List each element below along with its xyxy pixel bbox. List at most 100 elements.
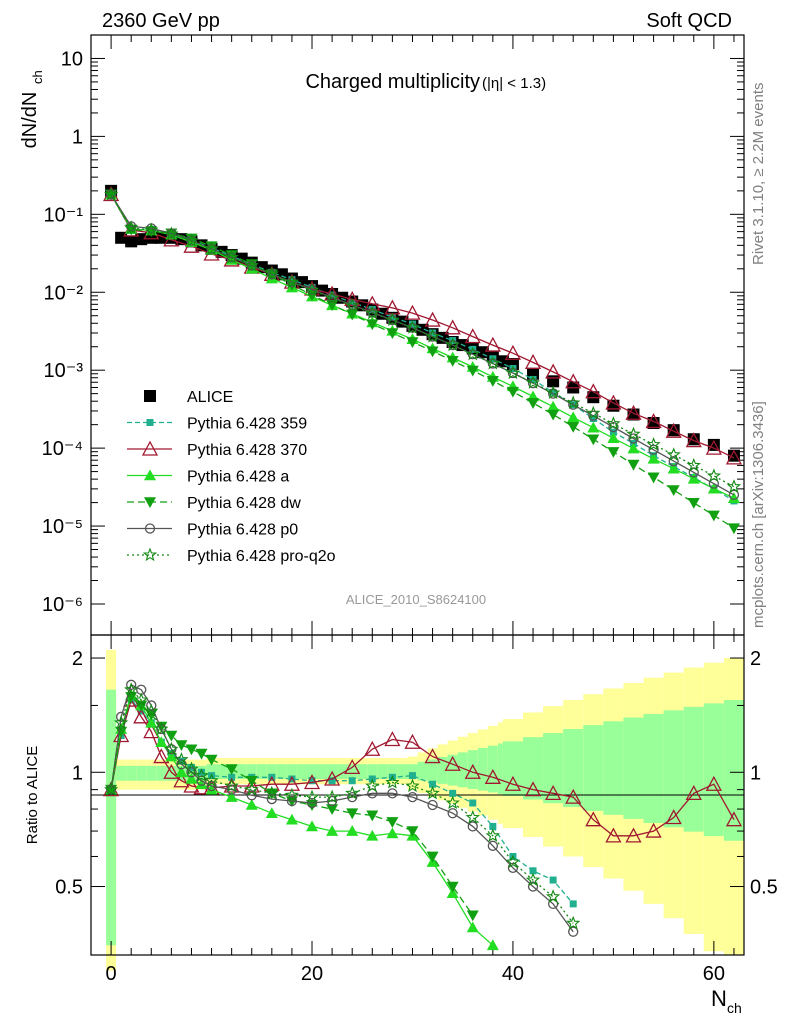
data-point: [365, 305, 380, 320]
data-point: [685, 432, 702, 448]
data-point: [113, 715, 129, 729]
data-point: [424, 748, 441, 764]
data-point: [141, 440, 159, 456]
data-point: [185, 233, 198, 245]
ratio-inner-band: [256, 764, 267, 780]
data-point: [667, 485, 680, 497]
data-point: [469, 799, 477, 807]
data-point: [726, 479, 742, 493]
data-point: [288, 775, 296, 783]
data-point: [647, 472, 660, 484]
data-point: [466, 910, 479, 922]
data-point: [265, 807, 278, 819]
data-point: [627, 442, 640, 454]
data-point: [225, 250, 238, 262]
ratio-plot-series: [103, 679, 743, 951]
data-point: [185, 773, 198, 784]
data-point: [404, 304, 421, 320]
ratio-inner-band: [146, 765, 157, 781]
data-point: [165, 750, 178, 762]
ratio-inner-band: [703, 703, 724, 837]
data-point: [465, 346, 480, 361]
data-point: [226, 784, 237, 795]
data-point: [527, 881, 539, 892]
ratio-inner-band: [563, 729, 584, 808]
data-point: [225, 791, 238, 802]
data-point: [144, 497, 156, 508]
data-point: [444, 319, 461, 335]
y-tick-label: 10⁻⁴: [42, 438, 83, 460]
data-point: [326, 795, 338, 807]
data-point: [467, 821, 478, 832]
data-point: [125, 235, 138, 248]
ratio-inner-band: [306, 764, 318, 780]
data-point: [725, 449, 743, 465]
ratio-inner-band: [236, 764, 247, 780]
y-tick-label: 1: [72, 126, 83, 148]
data-point: [505, 854, 521, 869]
analysis-id: ALICE_2010_S8624100: [346, 592, 486, 607]
ratio-inner-band: [347, 764, 358, 780]
data-point: [165, 730, 178, 742]
ratio-inner-band: [357, 764, 368, 780]
x-tick-label: 60: [703, 963, 725, 985]
data-point: [446, 881, 459, 893]
data-point: [465, 810, 480, 824]
data-point: [626, 426, 641, 441]
data-point: [447, 808, 458, 819]
data-point: [224, 249, 239, 264]
ratio-line: [110, 683, 574, 933]
data-point: [284, 274, 300, 289]
data-point: [115, 711, 127, 722]
data-point: [645, 413, 662, 429]
data-point: [507, 862, 519, 873]
data-point: [605, 827, 622, 843]
ratio-inner-band: [276, 764, 287, 780]
x-tick-label: 0: [106, 963, 117, 985]
header-right-title: Soft QCD: [646, 10, 732, 32]
ratio-inner-band: [266, 764, 277, 780]
data-point: [285, 813, 298, 825]
data-point: [194, 768, 209, 782]
ratio-y-axis-label: Ratio to ALICE: [24, 746, 41, 844]
data-point: [567, 411, 580, 423]
data-point: [324, 290, 340, 305]
data-point: [425, 785, 440, 800]
data-point: [446, 355, 459, 367]
y-tick-label: 10⁻³: [44, 360, 84, 382]
data-point: [545, 363, 562, 379]
y-tick-label: 10⁻¹: [44, 204, 84, 226]
data-point: [163, 763, 180, 779]
data-point: [489, 822, 497, 830]
data-point: [529, 867, 537, 875]
ratio-inner-band: [397, 764, 408, 780]
data-point: [568, 926, 579, 937]
ratio-inner-band: [367, 764, 378, 780]
ratio-line: [110, 695, 474, 916]
data-point: [466, 365, 479, 377]
data-point: [133, 708, 150, 724]
main-y-axis-label: dN/dN ch: [19, 70, 45, 148]
data-point: [328, 777, 336, 785]
data-point: [344, 759, 361, 775]
data-point: [145, 716, 158, 728]
data-point: [484, 336, 501, 352]
data-point: [466, 921, 479, 933]
ratio-y-tick-label-right: 1: [750, 762, 761, 784]
data-point: [366, 810, 379, 822]
ratio-inner-band: [477, 747, 488, 791]
data-point: [244, 258, 259, 272]
data-point: [525, 872, 541, 887]
data-point: [126, 679, 137, 690]
data-point: [625, 404, 642, 420]
ratio-inner-band: [502, 741, 523, 796]
data-point: [288, 276, 296, 284]
data-point: [244, 782, 259, 796]
y-tick-label: 10: [61, 48, 83, 70]
data-point: [485, 828, 501, 842]
data-point: [345, 785, 360, 800]
data-point: [388, 313, 396, 321]
data-point: [426, 346, 439, 358]
data-point: [446, 887, 459, 899]
